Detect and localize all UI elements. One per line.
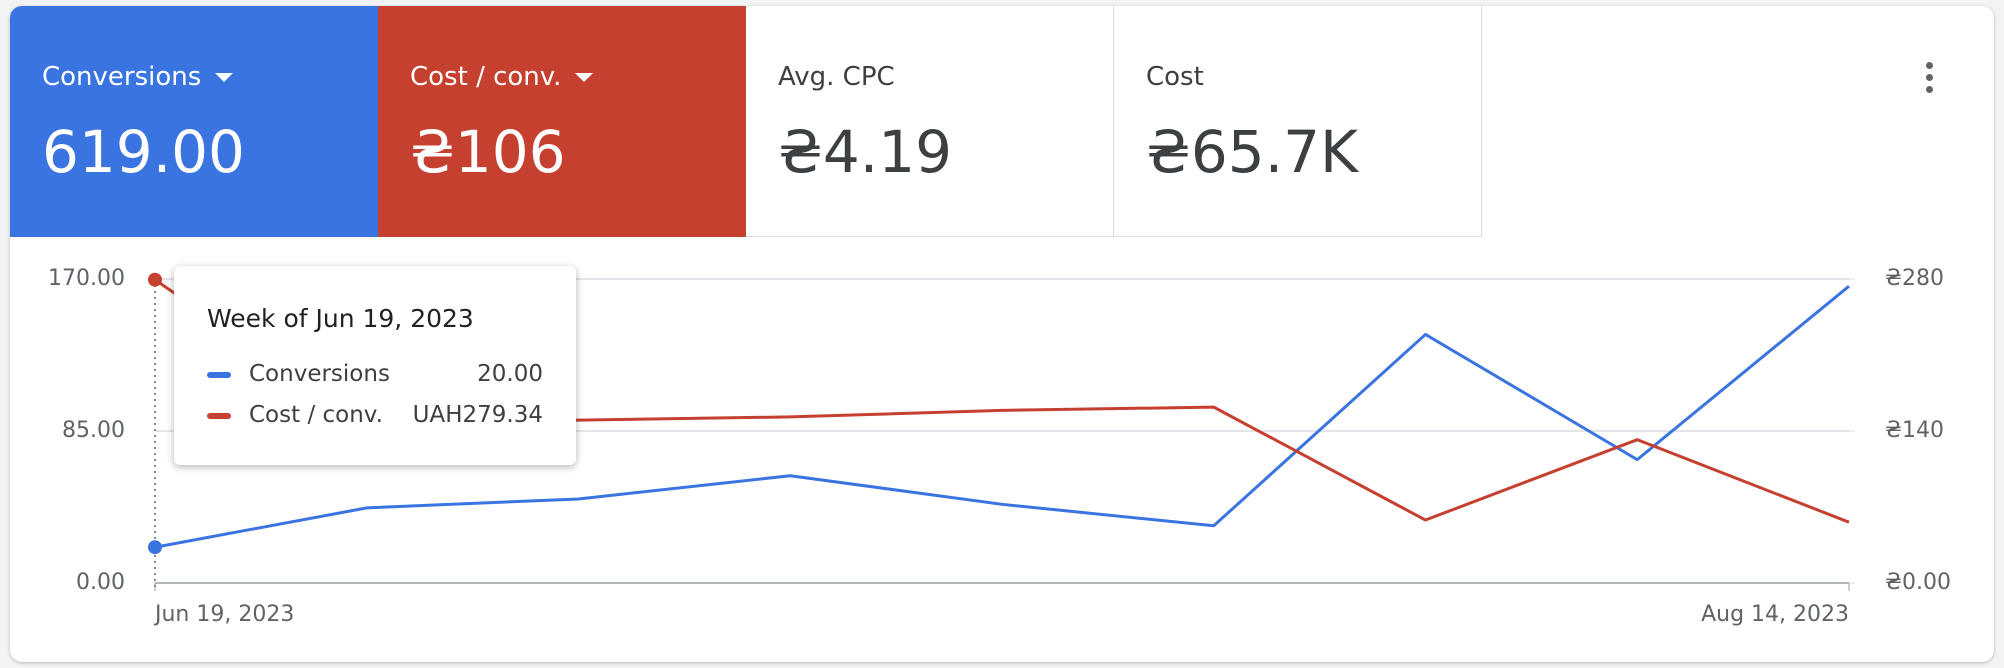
scorecard-label-text: Cost / conv. — [410, 62, 562, 92]
scorecard-value: 619.00 — [42, 118, 245, 186]
scorecard-label-text: Conversions — [42, 62, 202, 92]
y-tick-label: 170.00 — [48, 266, 125, 291]
y2-tick-label: ₴0.00 — [1885, 570, 1951, 595]
tooltip-row: Conversions 20.00 — [207, 361, 543, 387]
swatch — [207, 412, 231, 419]
y2-tick-label: ₴140 — [1885, 418, 1944, 443]
scorecard-value: ₴65.7K — [1146, 118, 1359, 186]
scorecard-label: Avg. CPC — [778, 62, 895, 92]
tooltip-value: 20.00 — [477, 361, 543, 387]
scorecard-value: ₴106 — [410, 118, 566, 186]
x-tick-label: Jun 19, 2023 — [153, 602, 294, 627]
scorecard[interactable]: Avg. CPC ₴4.19 — [746, 6, 1114, 237]
tooltip-title: Week of Jun 19, 2023 — [207, 304, 474, 333]
series-line — [154, 284, 1850, 549]
scorecard[interactable]: Conversions 619.00 — [10, 6, 378, 237]
y-tick-label: 85.00 — [62, 418, 125, 443]
more-menu[interactable] — [1926, 62, 1934, 98]
hover-point — [148, 272, 162, 287]
scorecard-label: Cost / conv. — [410, 62, 594, 92]
dropdown-arrow — [575, 73, 594, 82]
scorecard-value: ₴4.19 — [778, 118, 953, 186]
tooltip-name: Conversions — [249, 361, 390, 387]
scorecard[interactable]: Cost / conv. ₴106 — [378, 6, 746, 237]
scorecard-label: Cost — [1146, 62, 1204, 92]
tooltip-name: Cost / conv. — [249, 402, 383, 428]
scorecard-label: Conversions — [42, 62, 234, 92]
hover-point — [148, 540, 162, 555]
y2-tick-label: ₴280 — [1885, 266, 1944, 291]
scorecard[interactable]: Cost ₴65.7K — [1114, 6, 1482, 237]
x-tick-label: Aug 14, 2023 — [1701, 602, 1849, 627]
swatch — [207, 371, 231, 378]
tooltip-value: UAH279.34 — [412, 402, 543, 428]
performance-card: 0.00 85.00 170.00 ₴0.00 ₴140 ₴280 Jun 19, 2023… — [10, 6, 1994, 662]
tooltip-row: Cost / conv. UAH279.34 — [207, 402, 543, 428]
tooltip: Week of Jun 19, 2023 Conversions 20.00 Co… — [174, 266, 576, 465]
y-tick-label: 0.00 — [76, 570, 125, 595]
dropdown-arrow — [215, 73, 234, 82]
